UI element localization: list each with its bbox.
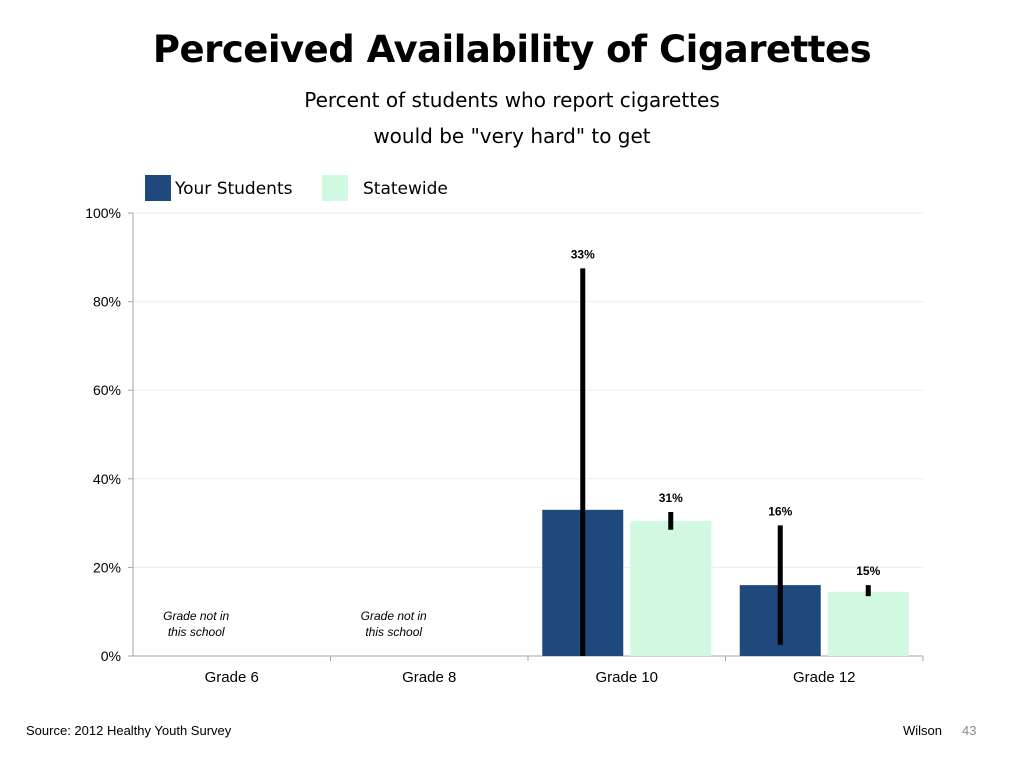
data-label: 15%: [856, 564, 880, 578]
annotation-text: this school: [365, 625, 422, 639]
y-tick-label: 20%: [93, 559, 121, 575]
data-label: 31%: [659, 491, 683, 505]
legend-label: Statewide: [363, 179, 448, 199]
slide-title: Perceived Availability of Cigarettes: [152, 28, 872, 71]
y-tick-label: 60%: [93, 382, 121, 398]
legend-swatch-your-students: [145, 175, 171, 201]
data-label: 33%: [571, 247, 595, 261]
x-tick-label: Grade 10: [595, 669, 658, 686]
author-name: Wilson: [903, 723, 943, 738]
y-tick-label: 80%: [93, 294, 121, 310]
legend-label: Your Students: [174, 179, 293, 199]
x-tick-label: Grade 6: [205, 669, 259, 686]
bar-statewide-grade-12: [827, 591, 909, 656]
y-tick-label: 40%: [93, 471, 121, 487]
slide-subtitle-line-1: Percent of students who report cigarette…: [304, 88, 720, 112]
bar-statewide-grade-10: [630, 520, 712, 656]
source-note: Source: 2012 Healthy Youth Survey: [26, 723, 232, 738]
y-tick-label: 0%: [101, 648, 121, 664]
slide-subtitle-line-2: would be "very hard" to get: [373, 124, 651, 148]
annotation-text: Grade not in: [361, 609, 427, 623]
x-tick-label: Grade 8: [402, 669, 456, 686]
annotation-text: Grade not in: [163, 609, 229, 623]
data-label: 16%: [768, 504, 792, 518]
y-tick-label: 100%: [85, 205, 121, 221]
legend-swatch-statewide: [322, 175, 348, 201]
page-number: 43: [962, 723, 977, 738]
x-tick-label: Grade 12: [793, 669, 856, 686]
annotation-text: this school: [168, 625, 225, 639]
